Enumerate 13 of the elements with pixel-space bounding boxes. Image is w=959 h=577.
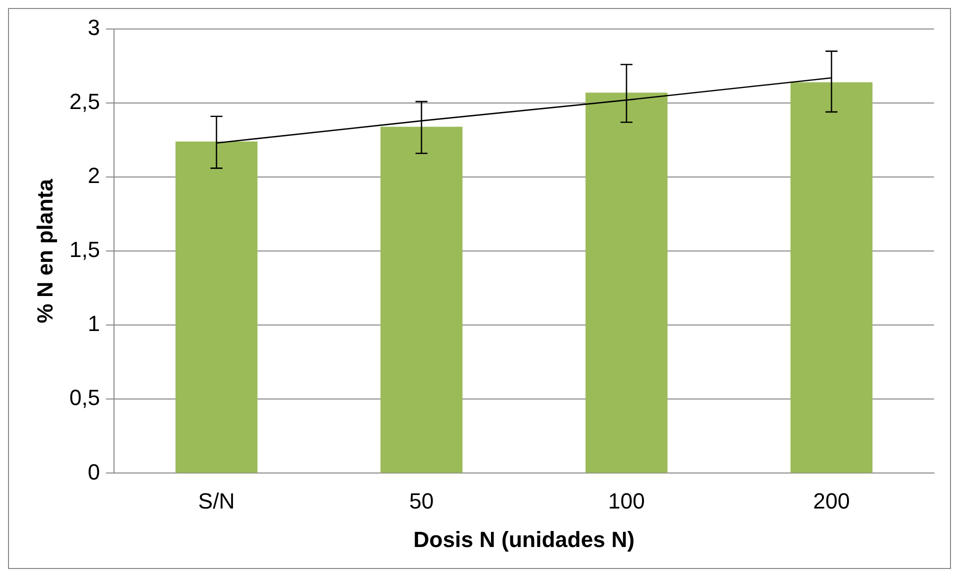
x-axis-title: Dosis N (unidades N) [413, 526, 635, 552]
y-tick-label: 2,5 [69, 89, 100, 114]
y-tick-label: 1,5 [69, 237, 100, 262]
y-tick-label: 2 [88, 163, 100, 188]
y-tick-label: 0,5 [69, 385, 100, 410]
x-tick-label: S/N [198, 488, 235, 514]
x-tick-label: 100 [608, 488, 645, 514]
y-tick-label: 3 [88, 15, 100, 40]
y-axis-title: % N en planta [32, 178, 58, 324]
x-tick-label: 50 [409, 488, 434, 514]
y-tick-label: 1 [88, 311, 100, 336]
x-tick-label: 200 [813, 488, 850, 514]
y-tick-label: 0 [88, 459, 100, 484]
